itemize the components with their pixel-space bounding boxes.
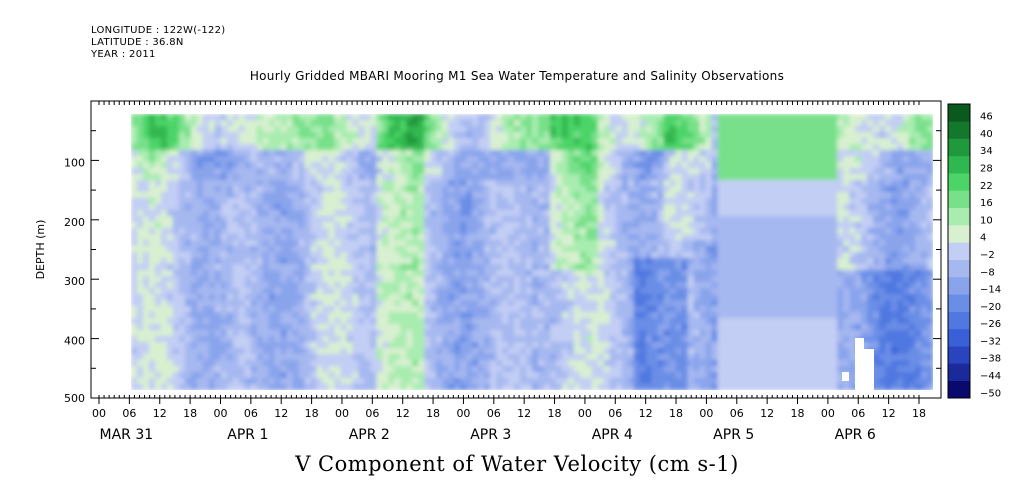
x-hour-tick-label: 12: [882, 407, 896, 420]
x-day-label: APR 2: [349, 427, 390, 443]
missing-data-block: [864, 349, 874, 390]
colorbar-swatch: [948, 276, 970, 295]
x-hour-tick-label: 18: [183, 407, 197, 420]
x-hour-tick-label: 18: [426, 407, 440, 420]
x-day-label: MAR 31: [100, 427, 154, 443]
year-label: YEAR : 2011: [91, 49, 156, 60]
colorbar-label: −26: [980, 319, 1001, 330]
x-hour-tick-label: 06: [365, 407, 379, 420]
x-hour-tick-label: 00: [213, 407, 227, 420]
x-day-label: APR 1: [227, 427, 268, 443]
x-day-label: APR 4: [592, 427, 633, 443]
colorbar-frame: [947, 103, 971, 399]
colorbar-label: −2: [980, 250, 995, 261]
colorbar-label: 34: [980, 146, 993, 157]
x-day-label: APR 5: [713, 427, 754, 443]
x-hour-tick-label: 06: [122, 407, 136, 420]
y-tick-label: 200: [64, 216, 85, 229]
colorbar-swatch: [948, 380, 970, 399]
y-tick-label: 500: [64, 392, 85, 405]
colorbar-label: −14: [980, 285, 1001, 296]
y-tick-label: 300: [64, 275, 85, 288]
colorbar-label: −38: [980, 354, 1001, 365]
colorbar-label: 28: [980, 163, 993, 174]
colorbar-label: 10: [980, 215, 993, 226]
x-hour-tick-label: 18: [791, 407, 805, 420]
x-hour-tick-label: 12: [396, 407, 410, 420]
x-hour-tick-label: 06: [730, 407, 744, 420]
colorbar-swatch: [948, 259, 970, 278]
x-hour-tick-label: 00: [699, 407, 713, 420]
x-hour-tick-label: 18: [548, 407, 562, 420]
colorbar-swatch: [948, 346, 970, 364]
colorbar-label: −20: [980, 302, 1001, 313]
colorbar-swatch: [948, 363, 970, 382]
chart-title: Hourly Gridded MBARI Mooring M1 Sea Wate…: [249, 69, 785, 83]
colorbar-swatch: [948, 328, 970, 347]
x-hour-tick-label: 18: [305, 407, 319, 420]
colorbar-swatch: [948, 104, 970, 122]
colorbar-swatch: [948, 121, 970, 139]
x-hour-tick-label: 00: [335, 407, 349, 420]
colorbar-label: −8: [980, 267, 995, 278]
x-hour-tick-label: 00: [821, 407, 835, 420]
colorbar-label: −50: [980, 388, 1001, 399]
x-hour-tick-label: 06: [851, 407, 865, 420]
x-day-label: APR 3: [470, 427, 511, 443]
velocity-field: [131, 114, 933, 390]
colorbar-label: 22: [980, 181, 993, 192]
x-hour-tick-label: 06: [244, 407, 258, 420]
x-hour-tick-label: 06: [608, 407, 622, 420]
colorbar: 46 40 34 28 22 16 10 4 −2 −8 −14 −20 −26 −32 −38 −44 −50: [947, 103, 1001, 399]
colorbar-swatch: [948, 207, 970, 226]
x-hour-tick-label: 06: [487, 407, 501, 420]
x-hour-tick-label: 12: [639, 407, 653, 420]
x-hour-tick-label: 18: [912, 407, 926, 420]
x-hour-tick-label: 12: [760, 407, 774, 420]
axes: 00 06 12 18 00 06 12 18 00 06 12 18 00 06 12 18 00 06 12 18…: [34, 100, 942, 443]
x-hour-tick-label: 18: [669, 407, 683, 420]
colorbar-label: −44: [980, 371, 1001, 382]
colorbar-label: 46: [980, 112, 993, 123]
colorbar-label: 16: [980, 198, 993, 209]
x-hour-tick-label: 12: [153, 407, 167, 420]
missing-data-block: [855, 338, 864, 390]
colorbar-label: −32: [980, 336, 1001, 347]
field-cells: [131, 114, 933, 390]
x-hour-tick-label: 00: [456, 407, 470, 420]
x-axis-label: V Component of Water Velocity (cm s-1): [295, 452, 739, 476]
y-tick-label: 400: [64, 335, 85, 348]
colorbar-swatch: [948, 225, 970, 243]
colorbar-label: 40: [980, 129, 993, 140]
y-tick-label: 100: [64, 156, 85, 169]
latitude-label: LATITUDE : 36.8N: [91, 37, 184, 48]
x-hour-tick-label: 00: [578, 407, 592, 420]
colorbar-swatch: [948, 190, 970, 209]
x-day-label: APR 6: [835, 427, 876, 443]
x-hour-tick-label: 12: [517, 407, 531, 420]
colorbar-swatch: [948, 155, 970, 174]
y-axis-label: DEPTH (m): [34, 220, 47, 280]
missing-data-block: [842, 372, 849, 381]
colorbar-swatch: [948, 311, 970, 330]
x-hour-tick-label: 12: [274, 407, 288, 420]
longitude-label: LONGITUDE : 122W(-122): [91, 25, 226, 36]
colorbar-label: 4: [980, 233, 986, 244]
colorbar-swatch: [948, 173, 970, 191]
colorbar-swatch: [948, 138, 970, 157]
colorbar-swatch: [948, 294, 970, 312]
colorbar-swatch: [948, 242, 970, 260]
x-hour-tick-label: 00: [92, 407, 106, 420]
